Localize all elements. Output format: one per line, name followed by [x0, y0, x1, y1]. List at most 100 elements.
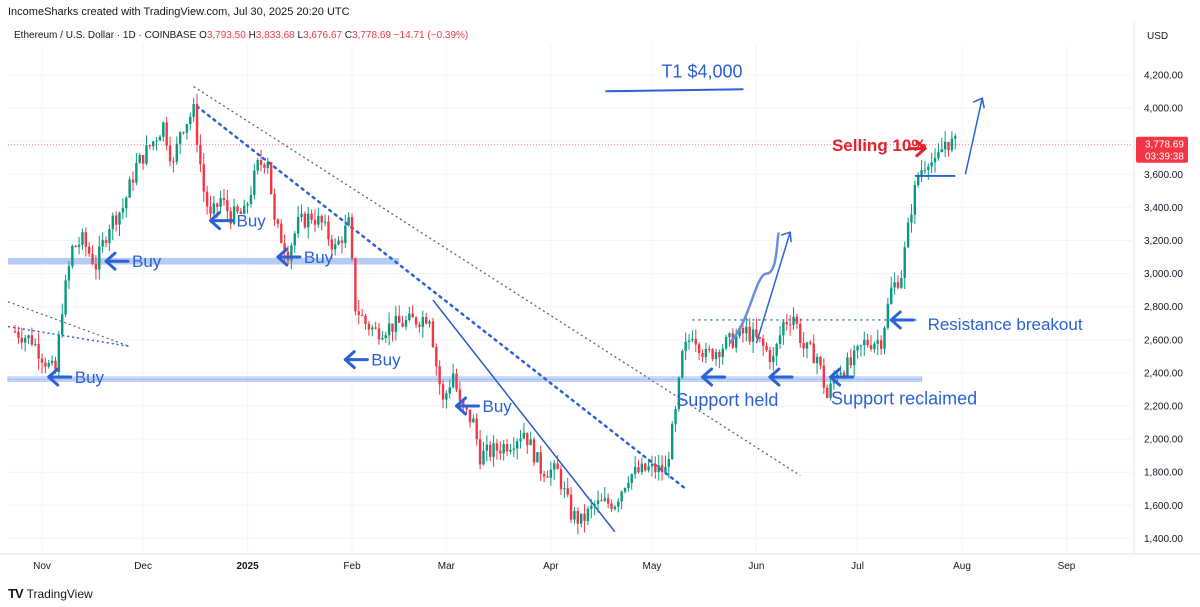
candle-body	[883, 327, 886, 349]
candle-body	[47, 363, 50, 367]
candle-body	[920, 170, 923, 176]
candle-body	[199, 144, 202, 165]
candle-body	[593, 504, 596, 506]
candle-body	[111, 215, 114, 230]
candle-body	[596, 500, 600, 505]
candle-body	[391, 323, 394, 332]
buy-arrow-head	[455, 396, 468, 416]
candle-body	[128, 179, 131, 198]
candle-body	[859, 345, 863, 347]
selling-arrow-head	[915, 140, 928, 158]
candle-body	[269, 162, 273, 194]
candle-body	[67, 266, 71, 281]
candle-body	[778, 335, 782, 345]
candle-body	[178, 132, 182, 144]
candle-body	[441, 384, 445, 400]
candle-body	[34, 343, 37, 345]
downtrend-solid-line	[432, 299, 616, 533]
candle-body	[735, 336, 738, 348]
candle-body	[310, 213, 313, 220]
projection-arrow-shaft	[964, 98, 983, 175]
candle-body	[71, 245, 74, 267]
time-axis[interactable]: Nov Dec 2025 Feb Mar Apr May Jun Jul Aug Sep	[0, 553, 1200, 572]
candle-body	[553, 463, 556, 470]
candle-body	[195, 104, 199, 145]
candle-body	[108, 229, 111, 243]
tradingview-footer[interactable]: TV TradingView	[8, 586, 93, 601]
close-value: 3,778.69	[352, 30, 391, 41]
candle-body	[273, 193, 276, 220]
candle-body	[40, 358, 44, 363]
candle-body	[118, 212, 121, 225]
chart-grid	[8, 44, 1132, 552]
candle-body	[182, 132, 185, 134]
time-tick-label: Dec	[134, 561, 152, 572]
buy-arrow-head	[209, 211, 221, 231]
candle-body	[623, 488, 627, 492]
resistance-label: Resistance breakout	[928, 315, 1083, 334]
price-axis[interactable]: 4,200.004,000.003,800.003,600.003,400.00…	[1133, 22, 1183, 554]
candle-body	[856, 346, 859, 351]
candle-body	[98, 246, 101, 270]
symbol-name[interactable]: Ethereum / U.S. Dollar · 1D · COINBASE	[14, 30, 197, 41]
candle-body	[344, 225, 347, 243]
candle-body	[563, 488, 566, 490]
candle-body	[219, 198, 222, 207]
price-tick-label: 4,200.00	[1144, 71, 1183, 82]
candle-body	[104, 240, 108, 243]
buy-label: Buy	[132, 252, 162, 271]
candle-body	[502, 444, 505, 454]
candle-body	[340, 240, 344, 243]
currency-label: USD	[1147, 31, 1169, 42]
candle-body	[499, 450, 502, 454]
candle-body	[512, 448, 515, 450]
candle-body	[145, 145, 148, 164]
selling-label: Selling 10%	[832, 136, 926, 155]
candle-body	[617, 501, 620, 507]
buy-arrow-head	[47, 367, 60, 387]
candle-body	[647, 466, 650, 471]
candle-body	[660, 465, 664, 473]
candle-body	[627, 482, 630, 489]
left-trend-line-blue	[7, 325, 130, 348]
candle-body	[515, 441, 519, 449]
candle-body	[414, 317, 418, 325]
candle-body	[330, 239, 334, 250]
buy-label: Buy	[371, 351, 401, 370]
candle-body	[387, 323, 391, 336]
candle-body	[323, 221, 327, 223]
candle-body	[637, 467, 640, 473]
candle-body	[927, 166, 930, 170]
candle-body	[745, 326, 748, 334]
candle-body	[23, 338, 27, 343]
candle-body	[573, 510, 576, 520]
candle-body	[805, 342, 809, 349]
price-tick-label: 1,400.00	[1144, 534, 1183, 545]
candle-body	[266, 162, 269, 169]
candle-body	[630, 474, 633, 483]
candle-body	[175, 143, 178, 162]
candlesticks	[13, 93, 957, 535]
candle-body	[681, 350, 684, 378]
candle-body	[482, 450, 485, 465]
candle-body	[869, 345, 873, 350]
candle-body	[398, 315, 401, 323]
candle-body	[165, 122, 168, 146]
candle-body	[246, 204, 249, 206]
candle-body	[371, 327, 374, 330]
candle-body	[253, 170, 256, 195]
candle-body	[721, 348, 724, 358]
candle-body	[357, 311, 360, 316]
candle-body	[802, 343, 805, 349]
time-tick-label: 2025	[236, 561, 259, 572]
candle-body	[886, 303, 890, 328]
candle-body	[772, 355, 775, 363]
candle-body	[377, 328, 381, 340]
candle-body	[839, 372, 842, 375]
candle-body	[445, 393, 448, 400]
price-tick-label: 2,600.00	[1144, 335, 1183, 346]
candle-body	[350, 217, 354, 259]
price-tick-label: 2,000.00	[1144, 435, 1183, 446]
candle-body	[30, 335, 34, 345]
